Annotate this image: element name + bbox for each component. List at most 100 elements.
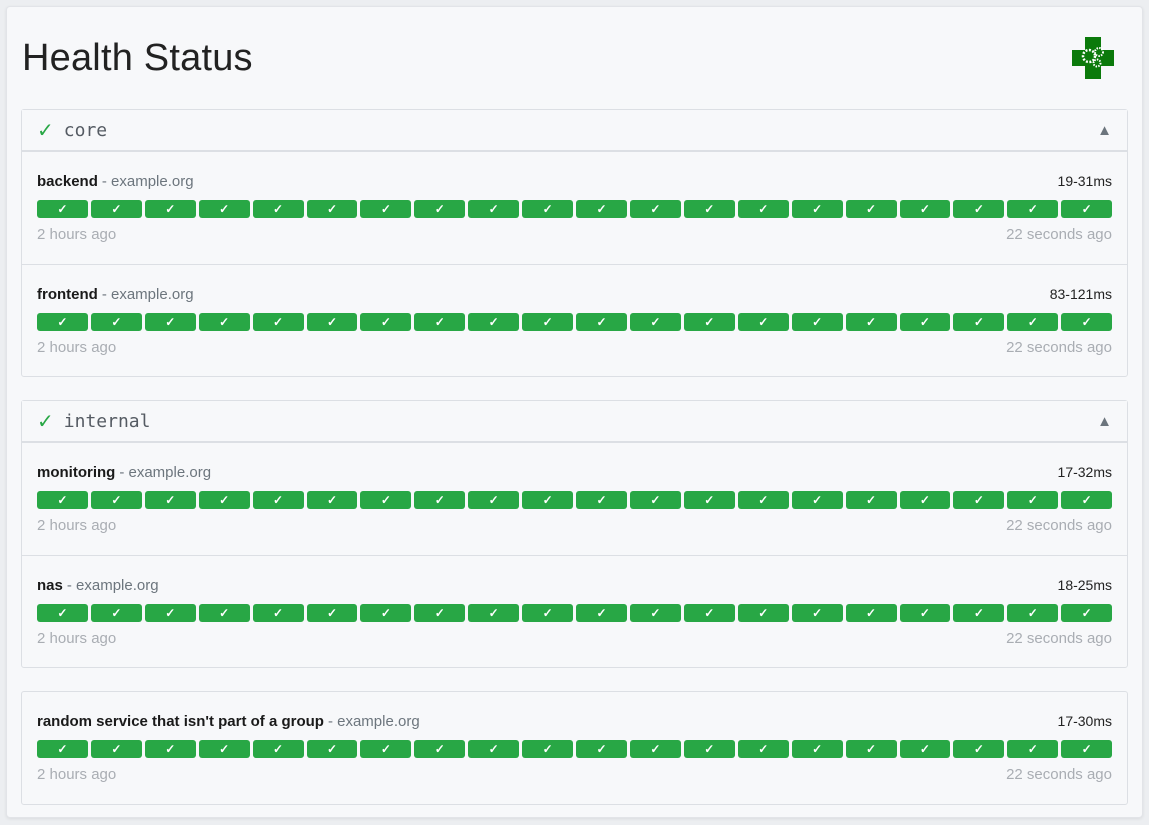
result-success-bar[interactable]: ✓ <box>845 313 897 331</box>
result-success-bar[interactable]: ✓ <box>737 740 789 758</box>
result-success-bar[interactable]: ✓ <box>37 200 88 218</box>
result-success-bar[interactable]: ✓ <box>845 740 897 758</box>
result-success-bar[interactable]: ✓ <box>1007 200 1059 218</box>
result-success-bar[interactable]: ✓ <box>845 604 897 622</box>
result-success-bar[interactable]: ✓ <box>414 313 466 331</box>
result-success-bar[interactable]: ✓ <box>1007 604 1059 622</box>
result-success-bar[interactable]: ✓ <box>791 200 843 218</box>
result-success-bar[interactable]: ✓ <box>252 313 304 331</box>
result-success-bar[interactable]: ✓ <box>252 740 304 758</box>
result-success-bar[interactable]: ✓ <box>90 313 142 331</box>
result-success-bar[interactable]: ✓ <box>953 200 1005 218</box>
result-success-bar[interactable]: ✓ <box>37 604 88 622</box>
result-success-bar[interactable]: ✓ <box>414 200 466 218</box>
result-success-bar[interactable]: ✓ <box>198 313 250 331</box>
result-success-bar[interactable]: ✓ <box>198 200 250 218</box>
result-success-bar[interactable]: ✓ <box>522 491 574 509</box>
service-name[interactable]: frontend <box>37 285 98 303</box>
result-success-bar[interactable]: ✓ <box>791 740 843 758</box>
result-success-bar[interactable]: ✓ <box>737 200 789 218</box>
result-success-bar[interactable]: ✓ <box>198 491 250 509</box>
result-success-bar[interactable]: ✓ <box>576 491 627 509</box>
result-success-bar[interactable]: ✓ <box>629 740 681 758</box>
result-success-bar[interactable]: ✓ <box>737 313 789 331</box>
result-success-bar[interactable]: ✓ <box>306 491 358 509</box>
result-success-bar[interactable]: ✓ <box>576 604 627 622</box>
result-success-bar[interactable]: ✓ <box>576 200 627 218</box>
result-success-bar[interactable]: ✓ <box>791 313 843 331</box>
result-success-bar[interactable]: ✓ <box>306 604 358 622</box>
result-success-bar[interactable]: ✓ <box>899 200 951 218</box>
group-header[interactable]: ✓ internal ▲ <box>22 401 1127 443</box>
service-name[interactable]: backend <box>37 172 98 190</box>
result-success-bar[interactable]: ✓ <box>414 604 466 622</box>
result-success-bar[interactable]: ✓ <box>1007 313 1059 331</box>
result-success-bar[interactable]: ✓ <box>37 313 88 331</box>
result-success-bar[interactable]: ✓ <box>360 740 412 758</box>
result-success-bar[interactable]: ✓ <box>953 604 1005 622</box>
result-success-bar[interactable]: ✓ <box>629 200 681 218</box>
result-success-bar[interactable]: ✓ <box>144 740 196 758</box>
result-success-bar[interactable]: ✓ <box>468 740 520 758</box>
result-success-bar[interactable]: ✓ <box>791 604 843 622</box>
result-success-bar[interactable]: ✓ <box>953 491 1005 509</box>
result-success-bar[interactable]: ✓ <box>522 604 574 622</box>
result-success-bar[interactable]: ✓ <box>899 313 951 331</box>
result-success-bar[interactable]: ✓ <box>468 200 520 218</box>
result-success-bar[interactable]: ✓ <box>144 491 196 509</box>
result-success-bar[interactable]: ✓ <box>360 604 412 622</box>
result-success-bar[interactable]: ✓ <box>899 491 951 509</box>
result-success-bar[interactable]: ✓ <box>37 491 88 509</box>
result-success-bar[interactable]: ✓ <box>360 200 412 218</box>
result-success-bar[interactable]: ✓ <box>252 200 304 218</box>
result-success-bar[interactable]: ✓ <box>1007 491 1059 509</box>
result-success-bar[interactable]: ✓ <box>90 604 142 622</box>
result-success-bar[interactable]: ✓ <box>468 491 520 509</box>
result-success-bar[interactable]: ✓ <box>629 604 681 622</box>
result-success-bar[interactable]: ✓ <box>953 740 1005 758</box>
result-success-bar[interactable]: ✓ <box>252 604 304 622</box>
result-success-bar[interactable]: ✓ <box>683 740 735 758</box>
service-name[interactable]: monitoring <box>37 463 116 481</box>
group-header[interactable]: ✓ core ▲ <box>22 110 1127 152</box>
result-success-bar[interactable]: ✓ <box>522 200 574 218</box>
result-success-bar[interactable]: ✓ <box>845 200 897 218</box>
result-success-bar[interactable]: ✓ <box>144 200 196 218</box>
result-success-bar[interactable]: ✓ <box>629 313 681 331</box>
result-success-bar[interactable]: ✓ <box>791 491 843 509</box>
result-success-bar[interactable]: ✓ <box>899 604 951 622</box>
collapse-triangle-icon[interactable]: ▲ <box>1097 412 1112 430</box>
result-success-bar[interactable]: ✓ <box>144 604 196 622</box>
result-success-bar[interactable]: ✓ <box>576 740 627 758</box>
service-name[interactable]: nas <box>37 576 63 594</box>
result-success-bar[interactable]: ✓ <box>683 491 735 509</box>
result-success-bar[interactable]: ✓ <box>1061 740 1113 758</box>
result-success-bar[interactable]: ✓ <box>576 313 627 331</box>
result-success-bar[interactable]: ✓ <box>306 200 358 218</box>
result-success-bar[interactable]: ✓ <box>198 604 250 622</box>
result-success-bar[interactable]: ✓ <box>468 604 520 622</box>
result-success-bar[interactable]: ✓ <box>360 313 412 331</box>
result-success-bar[interactable]: ✓ <box>1061 313 1113 331</box>
result-success-bar[interactable]: ✓ <box>1007 740 1059 758</box>
result-success-bar[interactable]: ✓ <box>899 740 951 758</box>
result-success-bar[interactable]: ✓ <box>468 313 520 331</box>
result-success-bar[interactable]: ✓ <box>90 740 142 758</box>
result-success-bar[interactable]: ✓ <box>90 200 142 218</box>
result-success-bar[interactable]: ✓ <box>37 740 88 758</box>
result-success-bar[interactable]: ✓ <box>683 313 735 331</box>
result-success-bar[interactable]: ✓ <box>1061 604 1113 622</box>
result-success-bar[interactable]: ✓ <box>845 491 897 509</box>
result-success-bar[interactable]: ✓ <box>629 491 681 509</box>
result-success-bar[interactable]: ✓ <box>683 604 735 622</box>
result-success-bar[interactable]: ✓ <box>306 740 358 758</box>
result-success-bar[interactable]: ✓ <box>198 740 250 758</box>
result-success-bar[interactable]: ✓ <box>414 740 466 758</box>
result-success-bar[interactable]: ✓ <box>683 200 735 218</box>
result-success-bar[interactable]: ✓ <box>953 313 1005 331</box>
result-success-bar[interactable]: ✓ <box>737 491 789 509</box>
service-name[interactable]: random service that isn't part of a grou… <box>37 712 324 730</box>
collapse-triangle-icon[interactable]: ▲ <box>1097 121 1112 139</box>
result-success-bar[interactable]: ✓ <box>522 740 574 758</box>
result-success-bar[interactable]: ✓ <box>90 491 142 509</box>
